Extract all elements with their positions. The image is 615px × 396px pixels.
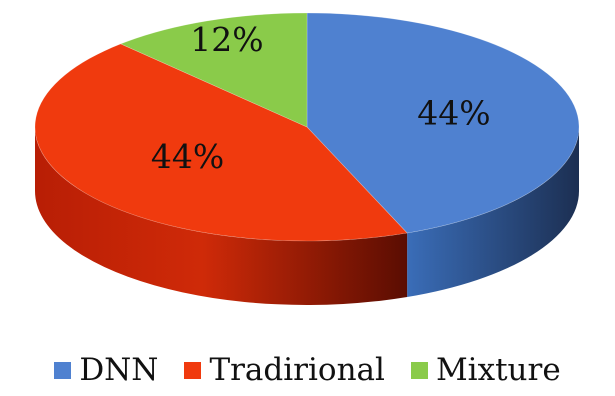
legend-item-dnn: DNN [54,351,159,388]
legend: DNN Tradirional Mixture [0,348,615,392]
pie-slice-dnn [306,12,580,234]
data-label-mixture: 12% [190,20,263,59]
legend-label-mixture: Mixture [435,351,561,388]
legend-label-dnn: DNN [79,351,159,388]
pie-slice-mixture [120,12,308,128]
pie-labels: 44% 44% 12% [151,20,491,176]
pie-side-dnn [407,127,579,297]
legend-swatch-mixture [410,361,428,379]
legend-swatch-dnn [54,361,72,379]
pie-sides [35,127,579,305]
pie-slice-tradirional [34,43,408,242]
legend-item-mixture: Mixture [410,351,561,388]
data-label-tradirional: 44% [151,137,224,176]
legend-label-tradirional: Tradirional [209,351,385,388]
data-label-dnn: 44% [417,93,490,132]
pie-side-tradirional [35,127,408,305]
legend-swatch-tradirional [184,361,202,379]
pie-tops [34,12,580,242]
legend-item-tradirional: Tradirional [184,351,385,388]
